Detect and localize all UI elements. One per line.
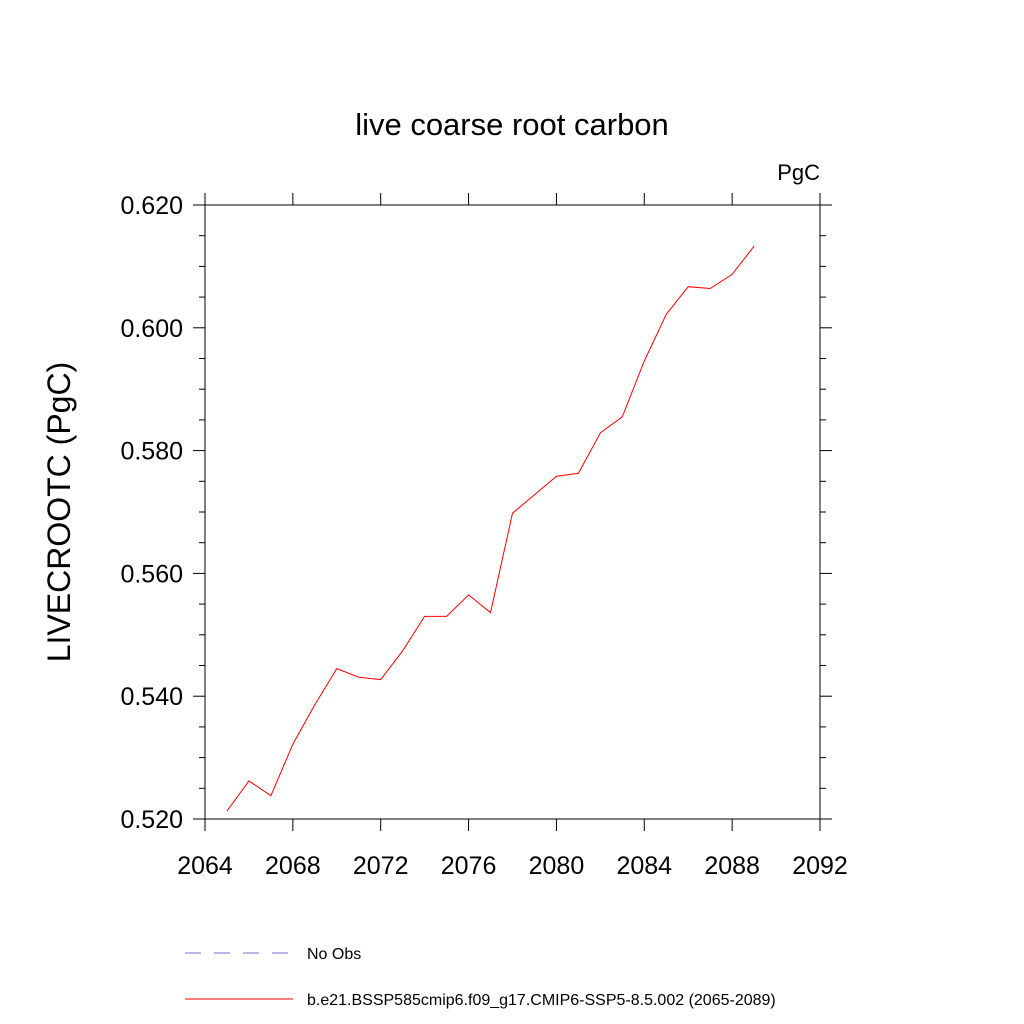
units-label: PgC (777, 160, 820, 185)
x-ticks: 2064 2068 2072 2076 2080 2084 2088 2092 (177, 193, 848, 880)
x-tick-label: 2076 (441, 852, 497, 880)
y-tick-label: 0.540 (120, 683, 183, 711)
legend-label: b.e21.BSSP585cmip6.f09_g17.CMIP6-SSP5-8.… (307, 992, 776, 1009)
y-tick-label: 0.520 (120, 806, 183, 834)
plot-border (204, 204, 821, 820)
x-tick-label: 2064 (177, 852, 233, 880)
plot-frame (204, 204, 821, 820)
y-tick-label: 0.600 (120, 315, 183, 343)
series-layer (226, 245, 755, 812)
y-tick-label: 0.580 (120, 438, 183, 466)
y-ticks: 0.520 0.540 0.560 0.580 0.600 0.620 (120, 192, 832, 834)
legend: No Obs b.e21.BSSP585cmip6.f09_g17.CMIP6-S… (185, 946, 776, 1009)
series-line (226, 245, 755, 812)
x-tick-label: 2068 (265, 852, 321, 880)
chart-title: live coarse root carbon (355, 107, 669, 142)
x-tick-label: 2092 (792, 852, 848, 880)
y-tick-label: 0.620 (120, 192, 183, 220)
x-tick-label: 2084 (616, 852, 672, 880)
y-tick-label: 0.560 (120, 560, 183, 588)
x-tick-label: 2080 (529, 852, 585, 880)
x-tick-label: 2072 (353, 852, 409, 880)
y-axis-label: LIVECROOTC (PgC) (41, 362, 77, 662)
legend-label: No Obs (307, 946, 361, 963)
x-tick-label: 2088 (704, 852, 760, 880)
